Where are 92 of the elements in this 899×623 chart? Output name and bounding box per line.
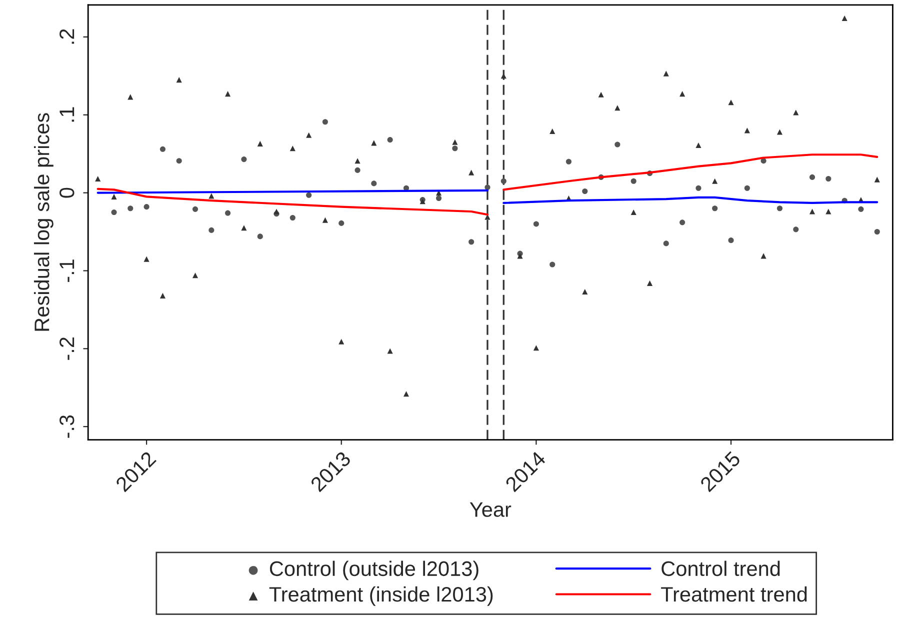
point [257, 234, 263, 240]
point [144, 256, 150, 262]
point [176, 158, 182, 164]
point [614, 105, 620, 111]
point [403, 391, 410, 397]
point [290, 214, 296, 221]
point [550, 262, 556, 268]
point [533, 345, 539, 351]
point [826, 176, 832, 182]
point [663, 70, 669, 76]
point [809, 174, 816, 180]
point [500, 178, 506, 184]
point [387, 348, 393, 354]
point [354, 167, 360, 173]
point [712, 178, 718, 184]
legend-label: Control (outside l2013) [270, 560, 478, 580]
point [663, 240, 669, 246]
point [468, 239, 474, 245]
point [874, 176, 880, 182]
legend-label: Control trend [662, 560, 780, 576]
point [306, 132, 312, 138]
point [306, 192, 312, 198]
point [776, 206, 782, 212]
point [387, 137, 393, 143]
point [95, 176, 101, 182]
point [842, 15, 848, 22]
point [874, 228, 880, 235]
point [826, 208, 832, 214]
point [257, 140, 263, 146]
point [192, 272, 198, 278]
point [630, 210, 636, 216]
point [582, 188, 588, 194]
point [793, 110, 799, 116]
point [696, 142, 702, 148]
point [208, 227, 214, 233]
point [452, 139, 458, 145]
point [858, 206, 864, 212]
point [533, 221, 539, 227]
point [680, 220, 686, 226]
point [338, 338, 344, 344]
point [192, 206, 198, 212]
point [111, 194, 117, 200]
y-tick-label: .1 [60, 107, 74, 122]
point [614, 142, 620, 148]
point [680, 91, 686, 97]
point [712, 206, 718, 212]
point [598, 92, 604, 98]
point [630, 178, 636, 184]
point [176, 77, 182, 83]
y-tick-label: 0 [60, 188, 74, 198]
point [241, 156, 247, 162]
point [566, 158, 572, 164]
point [338, 220, 344, 226]
legend-label: Treatment (inside l2013) [269, 586, 493, 606]
point [452, 146, 458, 152]
point [371, 180, 377, 186]
point [760, 158, 766, 164]
point [484, 184, 490, 190]
point [550, 128, 556, 134]
line-series [502, 154, 878, 191]
legend-label: Treatment trend [661, 586, 807, 602]
point [160, 146, 166, 152]
point [517, 253, 523, 259]
point [354, 158, 360, 164]
point [582, 288, 588, 295]
y-tick-label: .2 [60, 29, 74, 44]
y-tick-label: -.3 [60, 415, 74, 438]
point [646, 280, 653, 286]
x-axis-title: Year [470, 502, 512, 517]
point [793, 226, 799, 232]
point [809, 208, 816, 214]
point [128, 206, 134, 212]
point [322, 217, 328, 223]
point [728, 238, 734, 244]
point [160, 292, 166, 298]
y-tick-label: -.1 [60, 260, 74, 282]
point [225, 210, 231, 216]
point [111, 210, 117, 216]
point [144, 204, 150, 210]
point [241, 225, 247, 231]
point [225, 91, 231, 97]
point [436, 195, 442, 202]
y-tick-label: -.2 [60, 338, 74, 360]
point [760, 253, 766, 259]
point [776, 129, 782, 135]
point [728, 100, 734, 106]
point [274, 208, 280, 214]
point [696, 185, 702, 191]
point [322, 119, 328, 125]
point [744, 185, 750, 191]
point [468, 170, 474, 176]
y-axis-title: Residual log sale prices [34, 113, 54, 331]
